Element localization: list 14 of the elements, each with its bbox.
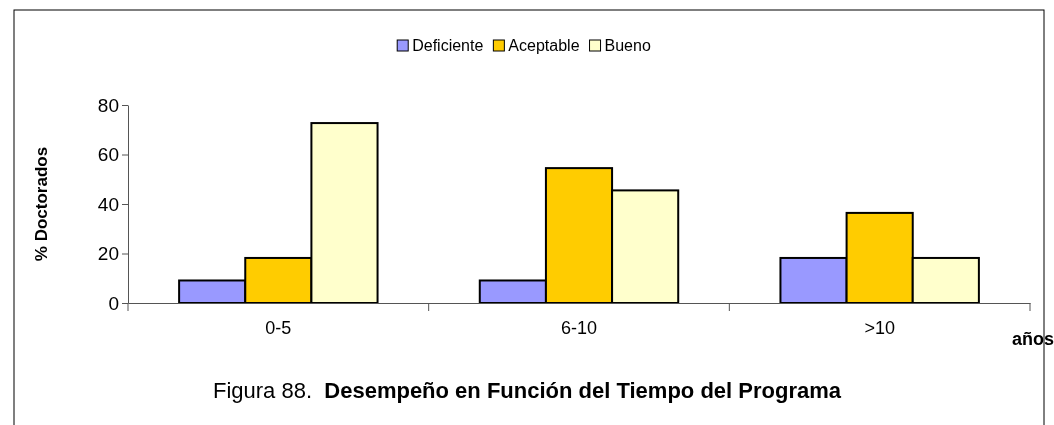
- y-tick-label: 80: [97, 94, 119, 116]
- y-tick-label: 60: [97, 144, 119, 166]
- legend-label: Aceptable: [508, 37, 580, 54]
- x-axis-title: años: [1011, 329, 1054, 349]
- y-tick-label: 40: [97, 193, 119, 215]
- x-tick-label: >10: [864, 317, 895, 338]
- y-tick-label: 0: [108, 292, 119, 314]
- legend-label: Bueno: [604, 37, 651, 54]
- x-tick-label: 0-5: [265, 317, 292, 338]
- x-tick-label: 6-10: [560, 317, 598, 338]
- legend-label: Deficiente: [412, 37, 484, 54]
- text: Figura 88. Desempeño en Función del Tiempo del Programa: [213, 378, 842, 403]
- y-tick-label: 20: [97, 243, 119, 265]
- y-axis-title: % Doctorados: [32, 146, 51, 262]
